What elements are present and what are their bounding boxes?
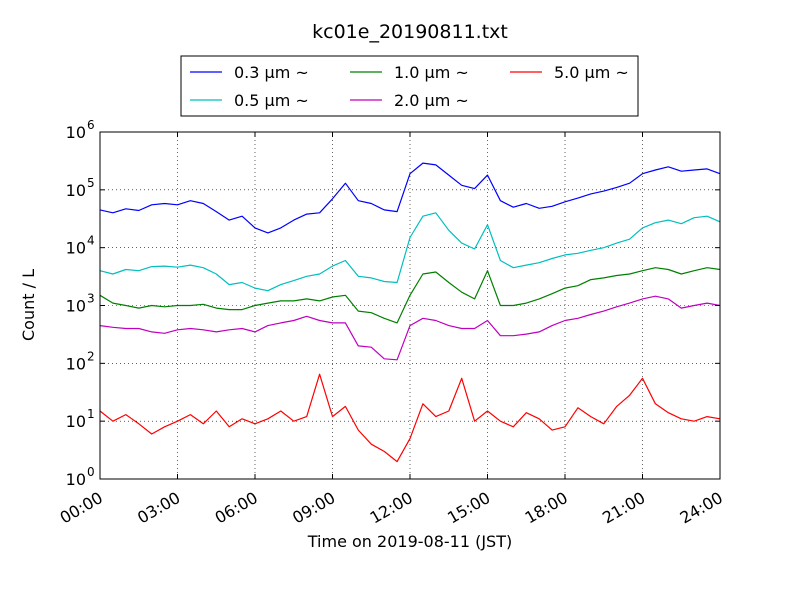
x-tick-label: 03:00: [134, 488, 183, 528]
y-tick-label: 10: [66, 354, 86, 373]
y-tick-base: 10: [66, 354, 86, 373]
legend-box: [180, 55, 639, 117]
x-tick-label: 21:00: [599, 488, 648, 528]
x-tick-label: 15:00: [444, 488, 493, 528]
x-tick-label: 09:00: [289, 488, 338, 528]
x-tick-label: 18:00: [522, 488, 571, 528]
legend-label: 0.3 μm ~: [234, 63, 309, 82]
y-tick-label: 10: [66, 470, 86, 489]
x-tick-label: 12:00: [367, 488, 416, 528]
grid: [100, 132, 720, 479]
series-line-1: [99, 212, 721, 292]
y-tick-exponent: 2: [87, 349, 95, 363]
x-tick-label: 24:00: [677, 488, 726, 528]
legend: 0.3 μm ~ 0.5 μm ~ 1.0 μm ~ 2.0 μm ~ 5.0 μm ~: [180, 55, 639, 117]
x-tick-label: 06:00: [212, 488, 261, 528]
y-tick-base: 10: [66, 297, 86, 316]
y-tick-label: 10: [66, 412, 86, 431]
y-tick-label: 10: [66, 181, 86, 200]
legend-label: 0.5 μm ~: [234, 91, 309, 110]
legend-label: 2.0 μm ~: [394, 91, 469, 110]
y-tick-label: 10: [66, 239, 86, 258]
y-tick-exponent: 4: [87, 234, 95, 248]
series-line-0: [99, 162, 721, 234]
series-lines: [99, 162, 721, 463]
chart-title: kc01e_20190811.txt: [312, 21, 508, 43]
y-axis-label: Count / L: [19, 269, 38, 341]
y-tick-base: 10: [66, 123, 86, 142]
x-axis: 00:00 03:00 06:00 09:00 12:00 15:00 18:00 21:00…: [57, 132, 726, 528]
legend-label: 1.0 μm ~: [394, 63, 469, 82]
series-line-2: [99, 267, 721, 324]
series-line-4: [99, 373, 721, 463]
series-line-3: [99, 295, 721, 361]
y-tick-label: 10: [66, 297, 86, 316]
y-tick-exponent: 5: [87, 176, 95, 190]
x-tick-label: 00:00: [57, 488, 106, 528]
y-tick-exponent: 0: [87, 465, 95, 479]
y-tick-exponent: 1: [87, 407, 95, 421]
y-tick-exponent: 3: [87, 292, 95, 306]
legend-label: 5.0 μm ~: [554, 63, 629, 82]
x-axis-label: Time on 2019-08-11 (JST): [307, 532, 512, 551]
y-tick-base: 10: [66, 239, 86, 258]
y-tick-base: 10: [66, 412, 86, 431]
y-tick-base: 10: [66, 470, 86, 489]
y-tick-label: 10: [66, 123, 86, 142]
y-tick-exponent: 6: [87, 118, 95, 132]
y-tick-base: 10: [66, 181, 86, 200]
